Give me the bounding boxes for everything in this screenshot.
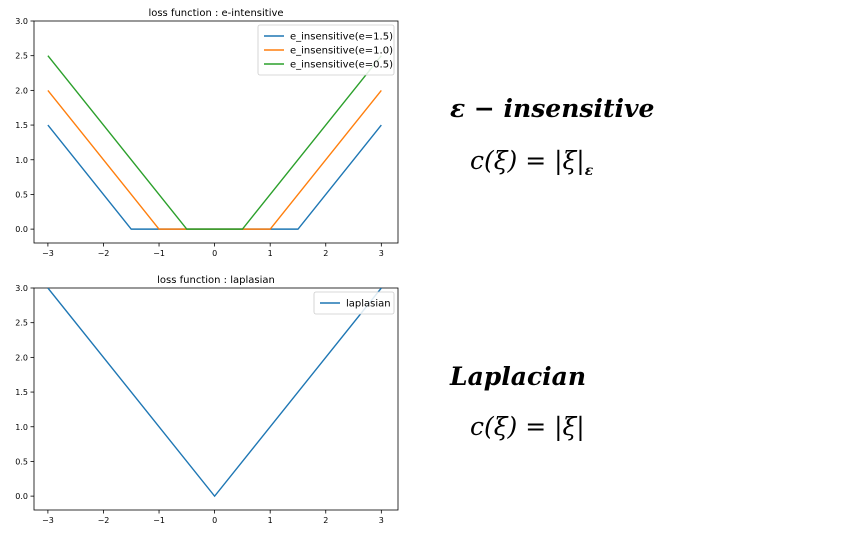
epsilon-formula-body: c(ξ) = |ξ| xyxy=(470,146,585,175)
epsilon-insensitive-heading: ε − insensitive xyxy=(450,94,655,123)
chart-e-insensitive: loss function : e-intensitive −3 −2 −1 0 1 2 3 0… xyxy=(15,8,399,258)
x-tick-label: 2 xyxy=(323,249,328,258)
axes-frame xyxy=(33,20,399,244)
y-tick-label: 1.5 xyxy=(15,388,28,397)
legend-label: e_insensitive(e=1.5) xyxy=(290,32,393,43)
chart-laplacian: loss function : laplasian −3 −2 −1 0 1 2 3 0.0 0.… xyxy=(15,275,399,525)
y-tick-label: 1.5 xyxy=(15,121,28,130)
legend-label: laplasian xyxy=(346,299,391,310)
y-tick-label: 0.0 xyxy=(15,225,28,234)
x-tick-label: −1 xyxy=(153,249,165,258)
x-tick-label: 0 xyxy=(212,249,217,258)
legend-label: e_insensitive(e=0.5) xyxy=(290,60,393,71)
y-tick-label: 0.0 xyxy=(15,492,28,501)
series-line xyxy=(47,55,382,230)
legend-label: e_insensitive(e=1.0) xyxy=(290,46,393,57)
y-tick-label: 2.5 xyxy=(15,319,28,328)
x-tick-label: 1 xyxy=(268,249,273,258)
y-tick-label: 3.0 xyxy=(15,17,28,26)
y-tick-label: 2.5 xyxy=(15,52,28,61)
y-tick-label: 2.0 xyxy=(15,86,28,95)
x-tick-label: −3 xyxy=(42,249,54,258)
x-tick-label: −2 xyxy=(98,249,110,258)
x-tick-label: 3 xyxy=(379,249,384,258)
axes-frame xyxy=(33,287,399,511)
x-tick-label: 0 xyxy=(212,516,217,525)
legend-box xyxy=(257,24,395,76)
y-tick-label: 1.0 xyxy=(15,156,28,165)
y-tick-label: 0.5 xyxy=(15,457,28,466)
legend: e_insensitive(e=1.5) e_insensitive(e=1.0)… xyxy=(257,24,395,76)
series-line xyxy=(47,124,382,230)
x-tick-label: −3 xyxy=(42,516,54,525)
chart-title: loss function : e-intensitive xyxy=(148,8,283,19)
legend: laplasian xyxy=(313,291,395,315)
legend-box xyxy=(313,291,395,315)
series-line xyxy=(47,288,382,498)
x-tick-label: −2 xyxy=(98,516,110,525)
y-tick-label: 3.0 xyxy=(15,284,28,293)
y-tick-label: 1.0 xyxy=(15,423,28,432)
laplacian-heading: Laplacian xyxy=(450,362,587,391)
chart-title: loss function : laplasian xyxy=(157,275,275,286)
x-tick-label: −1 xyxy=(153,516,165,525)
laplacian-formula: c(ξ) = |ξ| xyxy=(470,412,585,441)
x-tick-label: 3 xyxy=(379,516,384,525)
x-tick-label: 2 xyxy=(323,516,328,525)
y-tick-label: 0.5 xyxy=(15,190,28,199)
x-tick-label: 1 xyxy=(268,516,273,525)
epsilon-insensitive-formula: c(ξ) = |ξ|ε xyxy=(470,146,593,179)
epsilon-formula-subscript: ε xyxy=(584,163,594,179)
y-tick-label: 2.0 xyxy=(15,353,28,362)
series-line xyxy=(47,89,382,230)
